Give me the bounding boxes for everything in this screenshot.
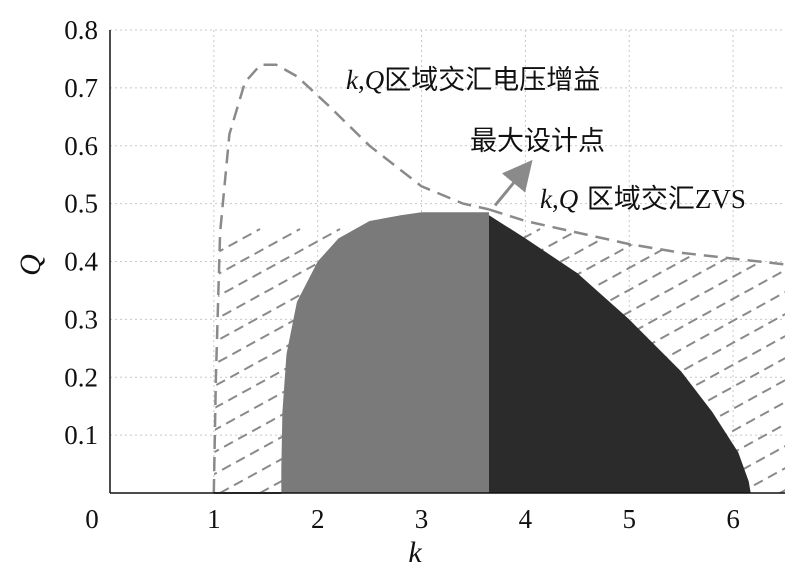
zvs-region-sep: , (552, 184, 559, 214)
filled-regions (281, 212, 751, 494)
zvs-region-suffix: ZVS (695, 184, 746, 214)
hatch-line (213, 228, 381, 493)
hatch-line (779, 228, 786, 493)
gain-region-text: 区域交汇电压增益 (384, 65, 600, 96)
x-tick-label: 6 (726, 504, 740, 534)
tick-labels: 0 1 2 3 4 5 6 0.1 0.2 0.3 0.4 0.5 0.6 0.7 0.8 (64, 15, 740, 534)
x-tick-label: 1 (207, 504, 221, 534)
y-tick-label: 0.7 (64, 73, 98, 103)
gain-region-sep: , (358, 65, 365, 95)
max-point-arrow (493, 159, 533, 207)
gain-region-k: k (346, 65, 359, 95)
x-tick-label: 0 (85, 504, 99, 534)
y-tick-label: 0.4 (64, 247, 98, 277)
x-tick-label: 2 (311, 504, 325, 534)
hatch-line (499, 228, 786, 493)
gain-filled-region (281, 212, 489, 494)
zvs-region-q: Q (559, 184, 579, 214)
gain-region-label: k,Q区域交汇电压增益 (346, 65, 600, 96)
hatch-line (213, 228, 341, 493)
zvs-region-text: 区域交汇 (578, 184, 695, 215)
y-tick-label: 0.1 (64, 420, 98, 450)
y-tick-label: 0.2 (64, 362, 98, 392)
y-tick-label: 0.6 (64, 131, 98, 161)
zvs-region-label: k,Q 区域交汇ZVS (540, 184, 746, 215)
hatch-line (459, 228, 786, 493)
hatch-line (539, 228, 786, 493)
x-tick-label: 5 (622, 504, 636, 534)
y-tick-label: 0.5 (64, 189, 98, 219)
axes (109, 30, 785, 494)
gain-boundary-curve (212, 63, 490, 494)
gain-region-q: Q (365, 65, 385, 95)
zvs-filled-region (489, 215, 751, 493)
x-axis-label: k (408, 536, 422, 569)
y-tick-label: 0.8 (64, 15, 98, 45)
zvs-region-k: k (540, 184, 553, 214)
zvs-boundary-curve (488, 208, 786, 266)
max-point-label: 最大设计点 (470, 126, 605, 157)
x-tick-label: 4 (519, 504, 533, 534)
y-tick-label: 0.3 (64, 304, 98, 334)
x-tick-label: 3 (415, 504, 429, 534)
y-axis-label: Q (14, 254, 47, 276)
